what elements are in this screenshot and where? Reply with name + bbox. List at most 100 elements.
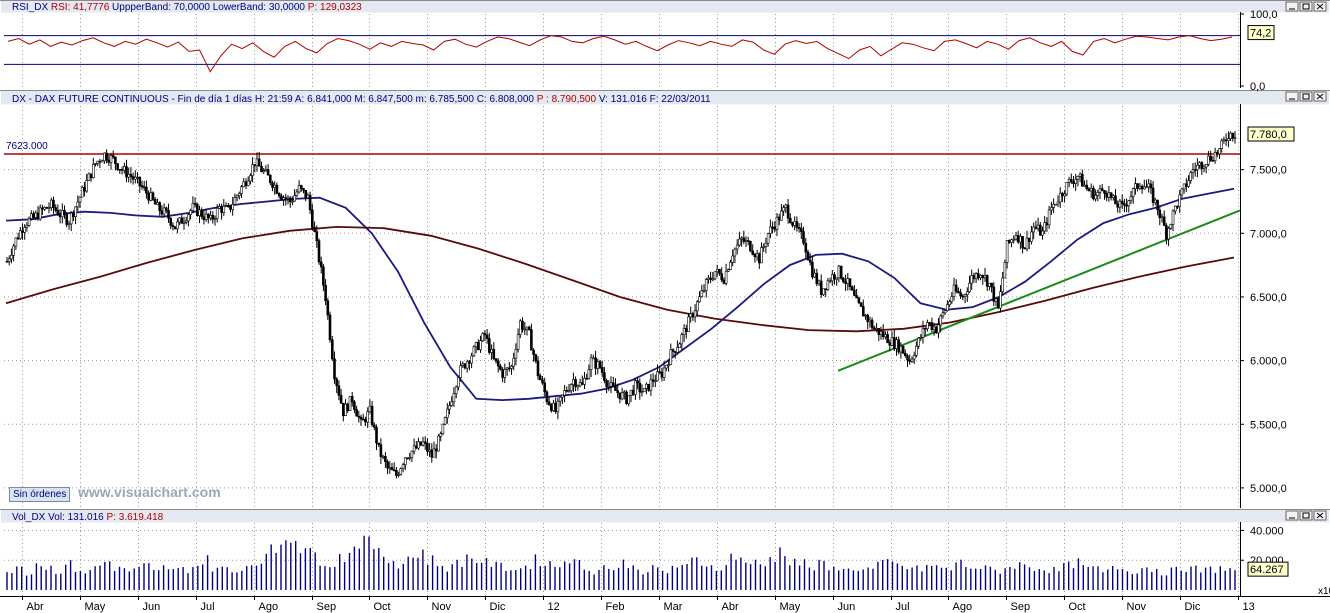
month-label: Jul — [896, 601, 910, 613]
candle-body — [32, 213, 35, 218]
candle-body — [277, 193, 281, 197]
candle-body — [1202, 166, 1206, 169]
candle-body — [120, 169, 124, 171]
candle-body — [507, 367, 511, 370]
candle-body — [430, 449, 434, 458]
window-restore-button[interactable] — [1299, 1, 1313, 12]
window-close-button[interactable] — [1313, 1, 1327, 12]
candle-body — [941, 312, 945, 317]
candle-body — [1200, 162, 1204, 169]
price-header: DX - DAX FUTURE CONTINUOUS - Fin de día … — [12, 94, 711, 105]
candle-body — [41, 207, 44, 210]
candle-body — [886, 334, 889, 344]
candle-body — [634, 380, 637, 395]
candle-body — [842, 277, 845, 283]
candle-body — [795, 221, 799, 228]
window-close-button[interactable] — [1313, 91, 1327, 102]
candle-body — [563, 390, 566, 396]
candle-body — [18, 230, 22, 239]
window-restore-icon — [1299, 91, 1313, 102]
candle-body — [572, 379, 575, 385]
rsi-series-line — [7, 35, 1233, 73]
candle-body — [184, 220, 188, 223]
candle-body — [238, 193, 241, 196]
candle-body — [687, 316, 690, 332]
window-restore-button[interactable] — [1299, 91, 1313, 102]
candle-body — [271, 182, 274, 188]
candle-body — [87, 173, 91, 181]
candle-body — [253, 164, 257, 167]
candle-body — [60, 210, 64, 218]
candle-body — [315, 231, 319, 242]
candle-body — [463, 363, 467, 369]
candle-body — [372, 424, 376, 428]
candle-body — [465, 361, 469, 369]
candle-body — [5, 260, 9, 263]
candle-body — [954, 284, 958, 292]
candle-body — [1218, 148, 1221, 155]
window-minimize-button[interactable] — [1285, 510, 1299, 521]
window-minimize-button[interactable] — [1285, 91, 1299, 102]
header-item: UppperBand: 70,0000 — [109, 2, 210, 13]
window-minimize-button[interactable] — [1285, 1, 1299, 12]
candle-body — [667, 364, 670, 366]
candle-body — [910, 358, 914, 362]
candle-body — [726, 269, 730, 272]
candle-body — [640, 391, 644, 394]
candle-body — [620, 392, 624, 400]
candle-body — [808, 259, 812, 263]
volume-header: Vol_DX Vol: 131.016 P: 3.619.418 — [12, 512, 164, 523]
candle-body — [1158, 209, 1162, 218]
window-restore-button[interactable] — [1299, 510, 1313, 521]
candle-body — [926, 322, 929, 329]
candle-body — [598, 361, 602, 368]
candle-body — [348, 395, 352, 411]
candle-body — [591, 357, 595, 360]
candle-body — [412, 445, 416, 452]
candle-body — [496, 360, 500, 367]
window-close-button[interactable] — [1313, 510, 1327, 521]
candle-body — [1083, 184, 1086, 187]
candle-body — [255, 158, 259, 167]
candle-body — [1054, 203, 1058, 206]
candle-body — [1160, 216, 1164, 219]
candle-body — [129, 174, 133, 177]
candle-body — [1067, 179, 1071, 183]
orders-button[interactable]: Sin órdenes — [9, 487, 71, 502]
candle-body — [607, 385, 611, 388]
candle-body — [822, 288, 825, 295]
candle-body — [202, 216, 206, 221]
candle-body — [996, 298, 1000, 309]
candle-body — [775, 216, 779, 230]
candle-body — [1149, 183, 1153, 189]
candle-body — [204, 213, 208, 221]
candle-body — [875, 328, 878, 330]
moving-average-blue — [5, 187, 1235, 402]
candle-body — [268, 174, 272, 183]
candle-body — [1174, 205, 1177, 212]
candle-body — [999, 291, 1002, 309]
candle-body — [1016, 235, 1020, 243]
candle-body — [806, 251, 810, 261]
candle-body — [771, 226, 774, 229]
candle-body — [691, 313, 695, 318]
candle-body — [109, 155, 113, 163]
candle-body — [877, 328, 881, 335]
candle-body — [603, 372, 606, 381]
candle-body — [171, 225, 175, 227]
candle-body — [1189, 172, 1192, 181]
month-label: 12 — [548, 601, 560, 613]
candle-body — [930, 322, 934, 330]
candle-body — [1030, 231, 1033, 242]
candle-body — [859, 302, 863, 307]
candle-body — [492, 348, 496, 359]
candle-body — [746, 240, 750, 242]
candle-body — [153, 199, 157, 205]
candle-body — [1231, 132, 1235, 139]
candle-body — [1209, 155, 1212, 161]
month-label: Jun — [143, 601, 161, 613]
candle-body — [65, 214, 68, 225]
candle-body — [233, 197, 237, 205]
candle-body — [7, 258, 11, 262]
candle-body — [853, 289, 856, 296]
